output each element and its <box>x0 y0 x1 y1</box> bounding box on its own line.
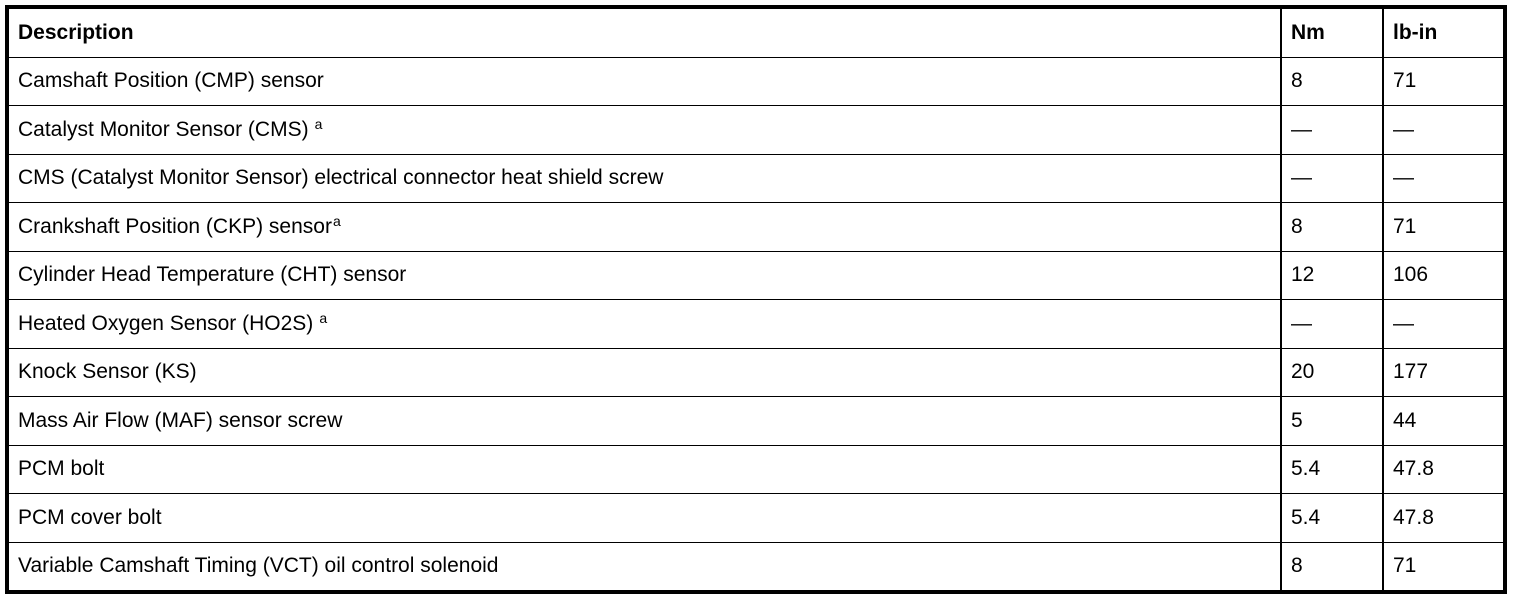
cell-description: Mass Air Flow (MAF) sensor screw <box>7 396 1281 446</box>
table-row: PCM cover bolt 5.4 47.8 <box>7 493 1505 543</box>
description-text: PCM bolt <box>18 457 105 481</box>
cell-description: Heated Oxygen Sensor (HO2S) a <box>7 299 1281 349</box>
header-description: Description <box>7 6 1281 58</box>
description-text: Crankshaft Position (CKP) sensor <box>18 214 332 238</box>
torque-spec-table: Description Nm lb-in Camshaft Position (… <box>5 5 1507 594</box>
cell-nm: 8 <box>1280 56 1383 106</box>
cell-lb-in: 71 <box>1382 56 1505 106</box>
description-text: Variable Camshaft Timing (VCT) oil contr… <box>18 554 499 578</box>
cell-lb-in: 47.8 <box>1382 444 1505 494</box>
cell-nm: 5.4 <box>1280 444 1383 494</box>
cell-nm: 20 <box>1280 347 1383 397</box>
description-text: Camshaft Position (CMP) sensor <box>18 69 324 93</box>
footnote-marker: a <box>319 309 328 326</box>
cell-description: PCM bolt <box>7 444 1281 494</box>
cell-nm: — <box>1280 105 1383 155</box>
cell-lb-in: — <box>1382 105 1505 155</box>
description-text: Knock Sensor (KS) <box>18 360 197 384</box>
cell-lb-in: 44 <box>1382 396 1505 446</box>
table-row: Camshaft Position (CMP) sensor 8 71 <box>7 56 1505 106</box>
cell-nm: 5 <box>1280 396 1383 446</box>
cell-description: PCM cover bolt <box>7 493 1281 543</box>
footnote-marker: a <box>332 212 341 229</box>
header-nm: Nm <box>1280 6 1383 58</box>
cell-nm: 8 <box>1280 541 1383 593</box>
cell-description: Knock Sensor (KS) <box>7 347 1281 397</box>
cell-nm: — <box>1280 153 1383 203</box>
cell-lb-in: 177 <box>1382 347 1505 397</box>
table-row: Mass Air Flow (MAF) sensor screw 5 44 <box>7 396 1505 446</box>
cell-lb-in: 71 <box>1382 541 1505 593</box>
cell-nm: 12 <box>1280 250 1383 300</box>
table-row: Variable Camshaft Timing (VCT) oil contr… <box>7 541 1505 593</box>
cell-description: Crankshaft Position (CKP) sensora <box>7 202 1281 252</box>
cell-description: Cylinder Head Temperature (CHT) sensor <box>7 250 1281 300</box>
description-text: Mass Air Flow (MAF) sensor screw <box>18 408 343 432</box>
cell-nm: 8 <box>1280 202 1383 252</box>
table-row: Catalyst Monitor Sensor (CMS) a — — <box>7 105 1505 155</box>
description-text: Heated Oxygen Sensor (HO2S) <box>18 311 314 335</box>
table-row: PCM bolt 5.4 47.8 <box>7 444 1505 494</box>
table-row: Crankshaft Position (CKP) sensora 8 71 <box>7 202 1505 252</box>
table-row: Heated Oxygen Sensor (HO2S) a — — <box>7 299 1505 349</box>
description-text: CMS (Catalyst Monitor Sensor) electrical… <box>18 166 664 190</box>
table-header-row: Description Nm lb-in <box>7 6 1505 58</box>
table-row: Cylinder Head Temperature (CHT) sensor 12… <box>7 250 1505 300</box>
description-text: Catalyst Monitor Sensor (CMS) <box>18 117 309 141</box>
cell-description: Variable Camshaft Timing (VCT) oil contr… <box>7 541 1281 593</box>
header-lb-in: lb-in <box>1382 6 1505 58</box>
cell-description: CMS (Catalyst Monitor Sensor) electrical… <box>7 153 1281 203</box>
cell-nm: — <box>1280 299 1383 349</box>
cell-lb-in: 71 <box>1382 202 1505 252</box>
footnote-marker: a <box>314 115 323 132</box>
description-text: PCM cover bolt <box>18 505 162 529</box>
cell-lb-in: 106 <box>1382 250 1505 300</box>
cell-description: Camshaft Position (CMP) sensor <box>7 56 1281 106</box>
table-row: Knock Sensor (KS) 20 177 <box>7 347 1505 397</box>
cell-lb-in: — <box>1382 299 1505 349</box>
description-text: Cylinder Head Temperature (CHT) sensor <box>18 263 407 287</box>
cell-description: Catalyst Monitor Sensor (CMS) a <box>7 105 1281 155</box>
cell-lb-in: 47.8 <box>1382 493 1505 543</box>
cell-lb-in: — <box>1382 153 1505 203</box>
table-row: CMS (Catalyst Monitor Sensor) electrical… <box>7 153 1505 203</box>
cell-nm: 5.4 <box>1280 493 1383 543</box>
